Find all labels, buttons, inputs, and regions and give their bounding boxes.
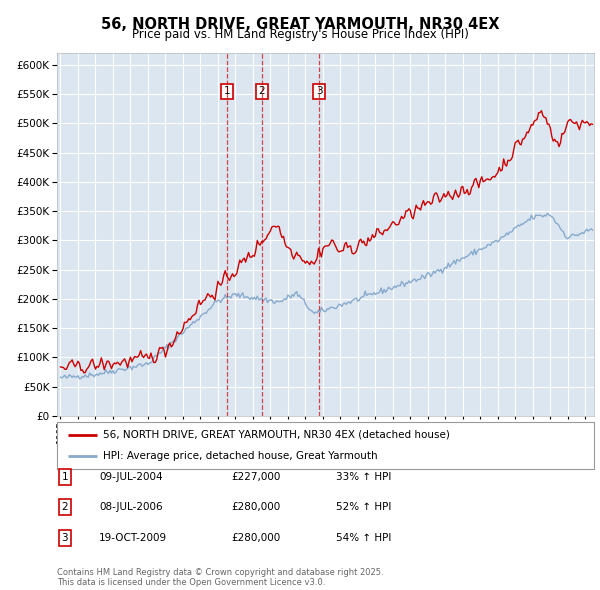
Text: 2: 2 (259, 86, 265, 96)
Text: 2: 2 (61, 503, 68, 512)
Text: 56, NORTH DRIVE, GREAT YARMOUTH, NR30 4EX: 56, NORTH DRIVE, GREAT YARMOUTH, NR30 4E… (101, 17, 499, 31)
Text: Contains HM Land Registry data © Crown copyright and database right 2025.
This d: Contains HM Land Registry data © Crown c… (57, 568, 383, 587)
Text: £280,000: £280,000 (231, 533, 280, 543)
Text: 19-OCT-2009: 19-OCT-2009 (99, 533, 167, 543)
Text: 1: 1 (61, 472, 68, 481)
Text: 52% ↑ HPI: 52% ↑ HPI (336, 503, 391, 512)
Text: 33% ↑ HPI: 33% ↑ HPI (336, 472, 391, 481)
Text: Price paid vs. HM Land Registry's House Price Index (HPI): Price paid vs. HM Land Registry's House … (131, 28, 469, 41)
Text: 54% ↑ HPI: 54% ↑ HPI (336, 533, 391, 543)
Text: HPI: Average price, detached house, Great Yarmouth: HPI: Average price, detached house, Grea… (103, 451, 377, 461)
Text: 09-JUL-2004: 09-JUL-2004 (99, 472, 163, 481)
Text: 3: 3 (316, 86, 323, 96)
Text: 56, NORTH DRIVE, GREAT YARMOUTH, NR30 4EX (detached house): 56, NORTH DRIVE, GREAT YARMOUTH, NR30 4E… (103, 430, 449, 440)
Text: 1: 1 (224, 86, 230, 96)
Text: 08-JUL-2006: 08-JUL-2006 (99, 503, 163, 512)
Text: 3: 3 (61, 533, 68, 543)
Text: £227,000: £227,000 (231, 472, 280, 481)
Text: £280,000: £280,000 (231, 503, 280, 512)
